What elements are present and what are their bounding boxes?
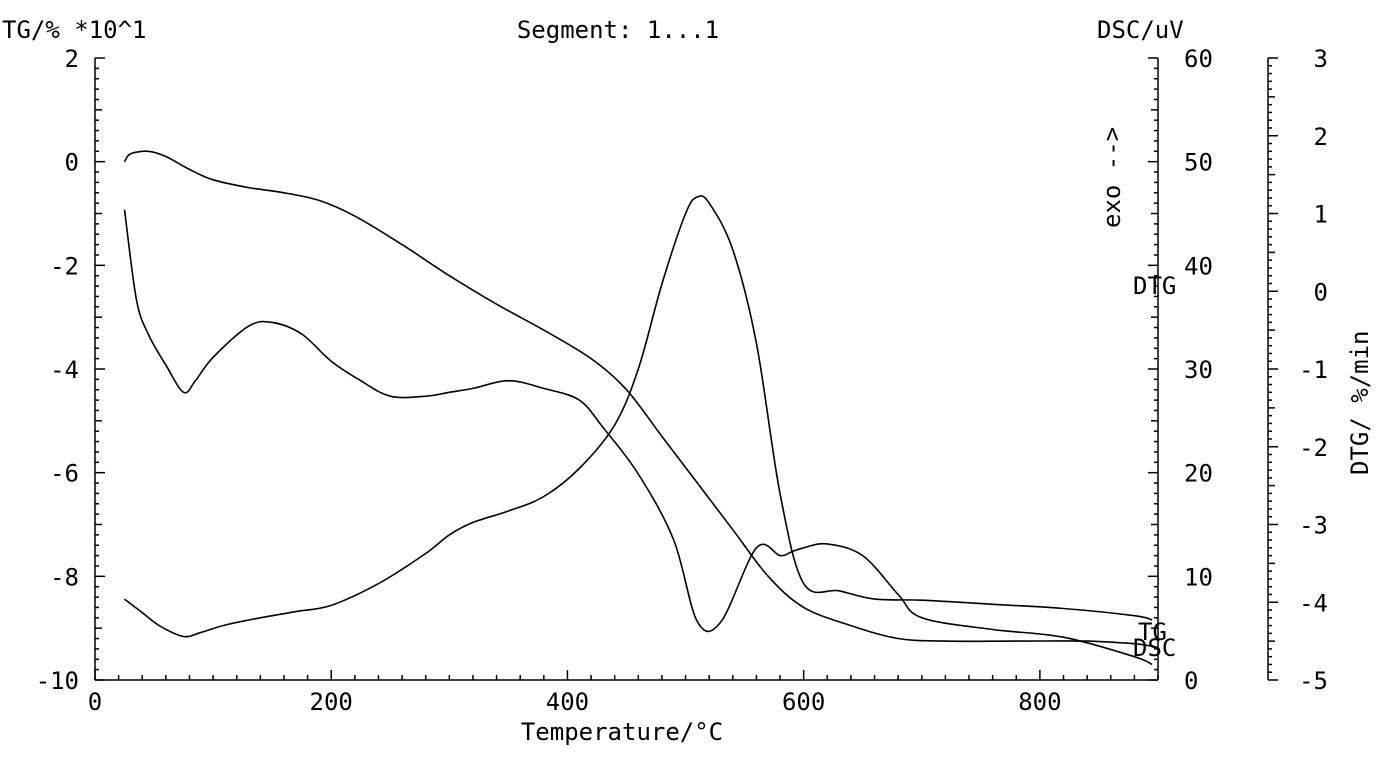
y-left-tick-label: -8 [50, 563, 79, 591]
dtg-tick-label: -2 [1299, 434, 1328, 462]
dsc-tick-label: 20 [1184, 460, 1213, 488]
y-left-tick-label: -10 [36, 667, 79, 695]
dtg-tick-label: 2 [1314, 123, 1328, 151]
series-dtg-line [123, 209, 1153, 666]
x-tick-label: 600 [782, 688, 825, 716]
dtg-tick-label: -3 [1299, 512, 1328, 540]
dtg-axis-label: DTG/ %/min [1346, 331, 1374, 476]
dsc-tick-label: 60 [1184, 45, 1213, 73]
curve-label-dsc: DSC [1133, 634, 1176, 662]
curves-layer [123, 150, 1153, 666]
dtg-tick-label: -4 [1299, 589, 1328, 617]
curve-label-dtg: DTG [1133, 272, 1176, 300]
chart-title: Segment: 1...1 [517, 16, 719, 44]
x-axis-label: Temperature/°C [521, 718, 723, 746]
y-left-tick-label: -4 [50, 356, 79, 384]
axes-layer: 0 200 400 600 800-10-8-6-4-2020102030405060-… [36, 45, 1328, 716]
dsc-tick-label: 40 [1184, 252, 1213, 280]
x-tick-label: 200 [310, 688, 353, 716]
x-tick-label: 400 [546, 688, 589, 716]
dsc-tick-label: 0 [1184, 667, 1198, 695]
exo-annotation: exo --> [1098, 127, 1126, 228]
dtg-tick-label: -1 [1299, 356, 1328, 384]
labels-layer: Segment: 1...1 TG/% *10^1 DSC/uV exo -->… [2, 16, 1374, 746]
y-left-axis-label: TG/% *10^1 [2, 16, 147, 44]
dtg-tick-label: 1 [1314, 201, 1328, 229]
dsc-tick-label: 30 [1184, 356, 1213, 384]
dtg-tick-label: 3 [1314, 45, 1328, 73]
curve-label-tg: TG [1138, 618, 1167, 646]
dsc-tick-label: 50 [1184, 149, 1213, 177]
dsc-axis-label: DSC/uV [1097, 16, 1184, 44]
dsc-tick-label: 10 [1184, 563, 1213, 591]
y-left-tick-label: -2 [50, 252, 79, 280]
series-tg-line [123, 150, 1153, 648]
y-left-tick-label: -6 [50, 460, 79, 488]
y-left-tick-label: 2 [65, 45, 79, 73]
dtg-tick-label: -5 [1299, 667, 1328, 695]
x-tick-label: 800 [1018, 688, 1061, 716]
dtg-tick-label: 0 [1314, 278, 1328, 306]
y-left-tick-label: 0 [65, 149, 79, 177]
x-tick-label: 0 [88, 688, 102, 716]
series-dsc-line [124, 194, 1153, 638]
